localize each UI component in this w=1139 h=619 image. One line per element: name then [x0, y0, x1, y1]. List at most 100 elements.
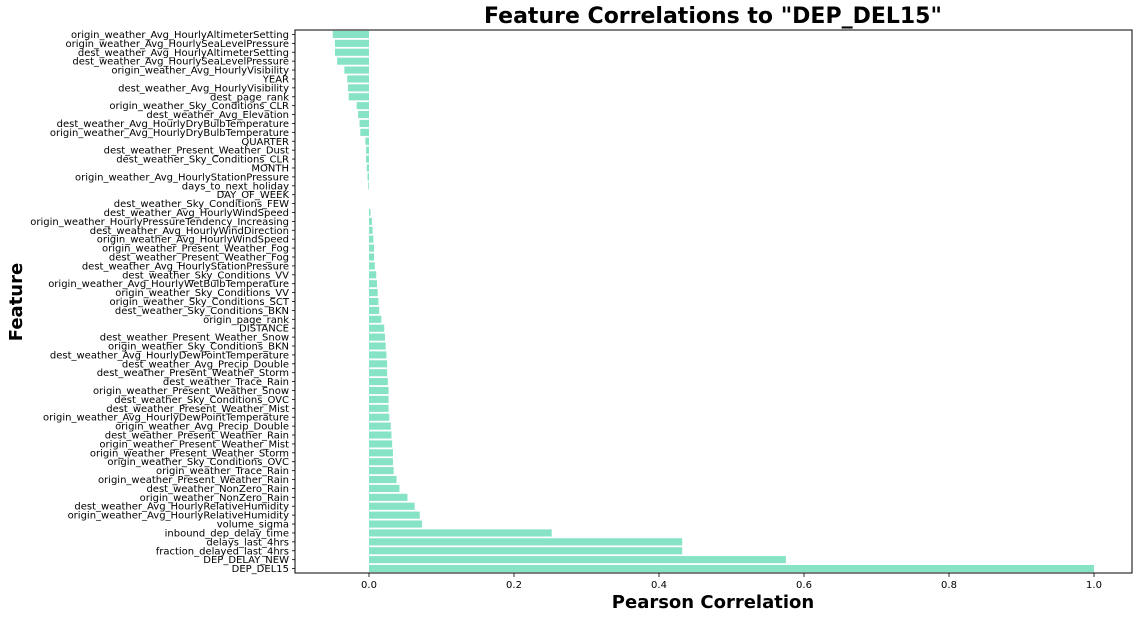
y-tick-label: dest_page_rank: [210, 92, 289, 103]
y-tick-label: dest_weather_Trace_Rain: [163, 377, 289, 388]
bar-dest_weather_Sky_Conditions_CLR: [366, 155, 369, 163]
bar-origin_weather_Present_Weather_Storm: [369, 449, 393, 457]
x-tick-labels: 0.0 0.2 0.4 0.6 0.8 1.0: [361, 573, 1102, 591]
bar-origin_weather_Avg_HourlyStationPressure: [367, 173, 369, 181]
bar-origin_weather_Avg_HourlyVisibility: [344, 66, 369, 74]
chart-title: Feature Correlations to "DEP_DEL15": [484, 4, 942, 29]
bar-YEAR: [347, 75, 369, 83]
bar-dest_weather_Avg_HourlyDryBulbTemperature: [359, 119, 369, 128]
bar-dest_weather_Trace_Rain: [369, 378, 388, 386]
bar-days_to_next_holiday: [368, 182, 369, 190]
y-tick-label: dest_weather_Avg_HourlyWindDirection: [90, 226, 289, 237]
bar-dest_weather_Avg_HourlyRelativeHumidity: [369, 502, 415, 510]
y-tick-label: origin_weather_Avg_HourlyDryBulbTemperat…: [50, 128, 289, 139]
bar-dest_weather_Sky_Conditions_BKN: [369, 306, 380, 314]
bar-dest_weather_Present_Weather_Fog: [369, 253, 375, 261]
bar-origin_weather_Sky_Conditions_SCT: [369, 297, 379, 306]
bar-origin_page_rank: [369, 315, 382, 323]
y-tick-label: origin_weather_Sky_Conditions_BKN: [108, 342, 289, 353]
y-tick-label: origin_weather_Sky_Conditions_CLR: [109, 101, 289, 112]
bar-inbound_dep_delay_time: [369, 529, 552, 537]
bar-origin_weather_Sky_Conditions_BKN: [369, 342, 386, 350]
y-tick-label: volume_sigma: [217, 520, 289, 531]
bar-dest_weather_Avg_Elevation: [358, 111, 370, 119]
bar-origin_weather_Avg_HourlyAltimeterSetting: [332, 30, 369, 39]
y-tick-label: DISTANCE: [239, 324, 289, 335]
y-tick-label: dest_weather_Avg_HourlyStationPressure: [82, 261, 289, 272]
bar-origin_weather_Avg_HourlySeaLevelPressure: [334, 39, 369, 47]
bar-origin_weather_Sky_Conditions_VV: [369, 289, 378, 297]
y-tick-label: origin_weather_HourlyPressureTendency_In…: [30, 217, 289, 228]
y-tick-label: QUARTER: [241, 137, 289, 148]
bar-dest_weather_Present_Weather_Mist: [369, 404, 389, 412]
y-tick-label: fraction_delayed_last_4hrs: [156, 546, 289, 557]
y-tick-label: dest_weather_Avg_HourlySeaLevelPressure: [72, 57, 289, 68]
y-tick-label: DEP_DELAY_NEW: [203, 555, 289, 566]
bar-origin_weather_Avg_HourlyRelativeHumidity: [369, 511, 420, 519]
y-tick-label: dest_weather_Present_Weather_Rain: [105, 431, 289, 442]
bar-DEP_DELAY_NEW: [369, 556, 786, 564]
x-axis-label: Pearson Correlation: [612, 592, 814, 613]
bar-dest_weather_Avg_Precip_Double: [369, 360, 388, 368]
bar-origin_weather_Present_Weather_Rain: [369, 475, 397, 484]
y-tick-label: origin_weather_Avg_HourlySeaLevelPressur…: [66, 39, 289, 50]
y-tick-label: dest_weather_Avg_HourlyVisibility: [118, 83, 289, 94]
bar-origin_weather_Present_Weather_Mist: [369, 440, 393, 448]
bar-delays_last_4hrs: [369, 538, 683, 546]
bar-origin_weather_Sky_Conditions_CLR: [356, 102, 369, 110]
y-tick-label: delays_last_4hrs: [206, 537, 289, 548]
bar-DISTANCE: [369, 324, 385, 332]
bar-dest_weather_Avg_HourlyWindDirection: [369, 226, 373, 234]
bar-origin_weather_Trace_Rain: [369, 467, 394, 475]
bar-origin_weather_Avg_HourlyWetBulbTemperature: [369, 280, 377, 288]
y-tick-label: dest_weather_Avg_Elevation: [146, 110, 289, 121]
y-tick-label: dest_weather_Present_Weather_Mist: [106, 404, 289, 415]
bar-origin_weather_Avg_HourlyWindSpeed: [369, 235, 374, 243]
y-tick-label: origin_weather_Present_Weather_Storm: [90, 448, 289, 459]
bar-dest_page_rank: [348, 93, 369, 101]
y-tick-label: dest_weather_Avg_HourlyRelativeHumidity: [74, 502, 289, 513]
y-tick-label: dest_weather_Sky_Conditions_BKN: [115, 306, 289, 317]
bar-origin_weather_Avg_HourlyDryBulbTemperature: [360, 128, 369, 136]
y-tick-label: dest_weather_Sky_Conditions_OVC: [114, 395, 289, 406]
y-tick-label: origin_weather_Avg_HourlyAltimeterSettin…: [71, 30, 289, 41]
bar-dest_weather_Avg_HourlyVisibility: [347, 84, 369, 92]
y-tick-label: origin_weather_Present_Weather_Snow: [93, 386, 289, 397]
y-tick-label: dest_weather_Sky_Conditions_CLR: [116, 155, 289, 166]
bar-volume_sigma: [369, 520, 422, 528]
x-tick-label: 0.0: [361, 580, 377, 591]
bar-dest_weather_Present_Weather_Rain: [369, 431, 392, 439]
y-tick-label: origin_weather_Present_Weather_Mist: [99, 439, 289, 450]
y-tick-label: MONTH: [251, 163, 289, 174]
y-tick-label: origin_weather_Avg_HourlyWetBulbTemperat…: [48, 279, 289, 290]
bar-origin_weather_Present_Weather_Snow: [369, 386, 389, 395]
y-tick-label: origin_weather_Avg_HourlyDewPointTempera…: [43, 413, 289, 424]
y-tick-label: origin_weather_Avg_HourlyWindSpeed: [97, 235, 289, 246]
y-tick-label: days_to_next_holiday: [182, 181, 289, 192]
plot-frame: [294, 29, 1133, 574]
bar-dest_weather_Avg_HourlyDewPointTemperature: [369, 351, 387, 359]
bar-dest_weather_Avg_HourlyAltimeterSetting: [334, 48, 369, 56]
y-tick-label: origin_weather_Avg_HourlyRelativeHumidit…: [68, 511, 290, 522]
y-tick-label: dest_weather_Sky_Conditions_VV: [122, 270, 289, 281]
y-tick-label: origin_weather_Sky_Conditions_VV: [115, 288, 289, 299]
y-tick-label: origin_weather_Avg_Precip_Double: [115, 422, 289, 433]
y-tick-label: dest_weather_Sky_Conditions_FEW: [114, 199, 289, 210]
y-tick-label: dest_weather_Present_Weather_Dust: [104, 146, 289, 157]
bar-dest_weather_Present_Weather_Storm: [369, 369, 388, 377]
y-tick-label: origin_weather_Present_Weather_Rain: [98, 475, 289, 486]
y-tick-label: dest_weather_Present_Weather_Snow: [100, 333, 289, 344]
y-tick-label: DAY_OF_WEEK: [217, 190, 290, 201]
bar-origin_weather_Sky_Conditions_OVC: [369, 458, 393, 466]
y-tick-label: dest_weather_Present_Weather_Fog: [109, 252, 289, 263]
y-tick-label: origin_page_rank: [203, 315, 289, 326]
bars-group: [332, 30, 1094, 573]
y-tick-label: YEAR: [262, 74, 289, 85]
bar-origin_weather_Present_Weather_Fog: [369, 244, 375, 252]
bar-fraction_delayed_last_4hrs: [369, 547, 683, 555]
x-tick-label: 1.0: [1086, 580, 1102, 591]
y-tick-label: origin_weather_Trace_Rain: [156, 466, 289, 477]
y-tick-label: origin_weather_Avg_HourlyStationPressure: [75, 172, 289, 183]
y-tick-label: origin_weather_Present_Weather_Fog: [102, 244, 289, 255]
